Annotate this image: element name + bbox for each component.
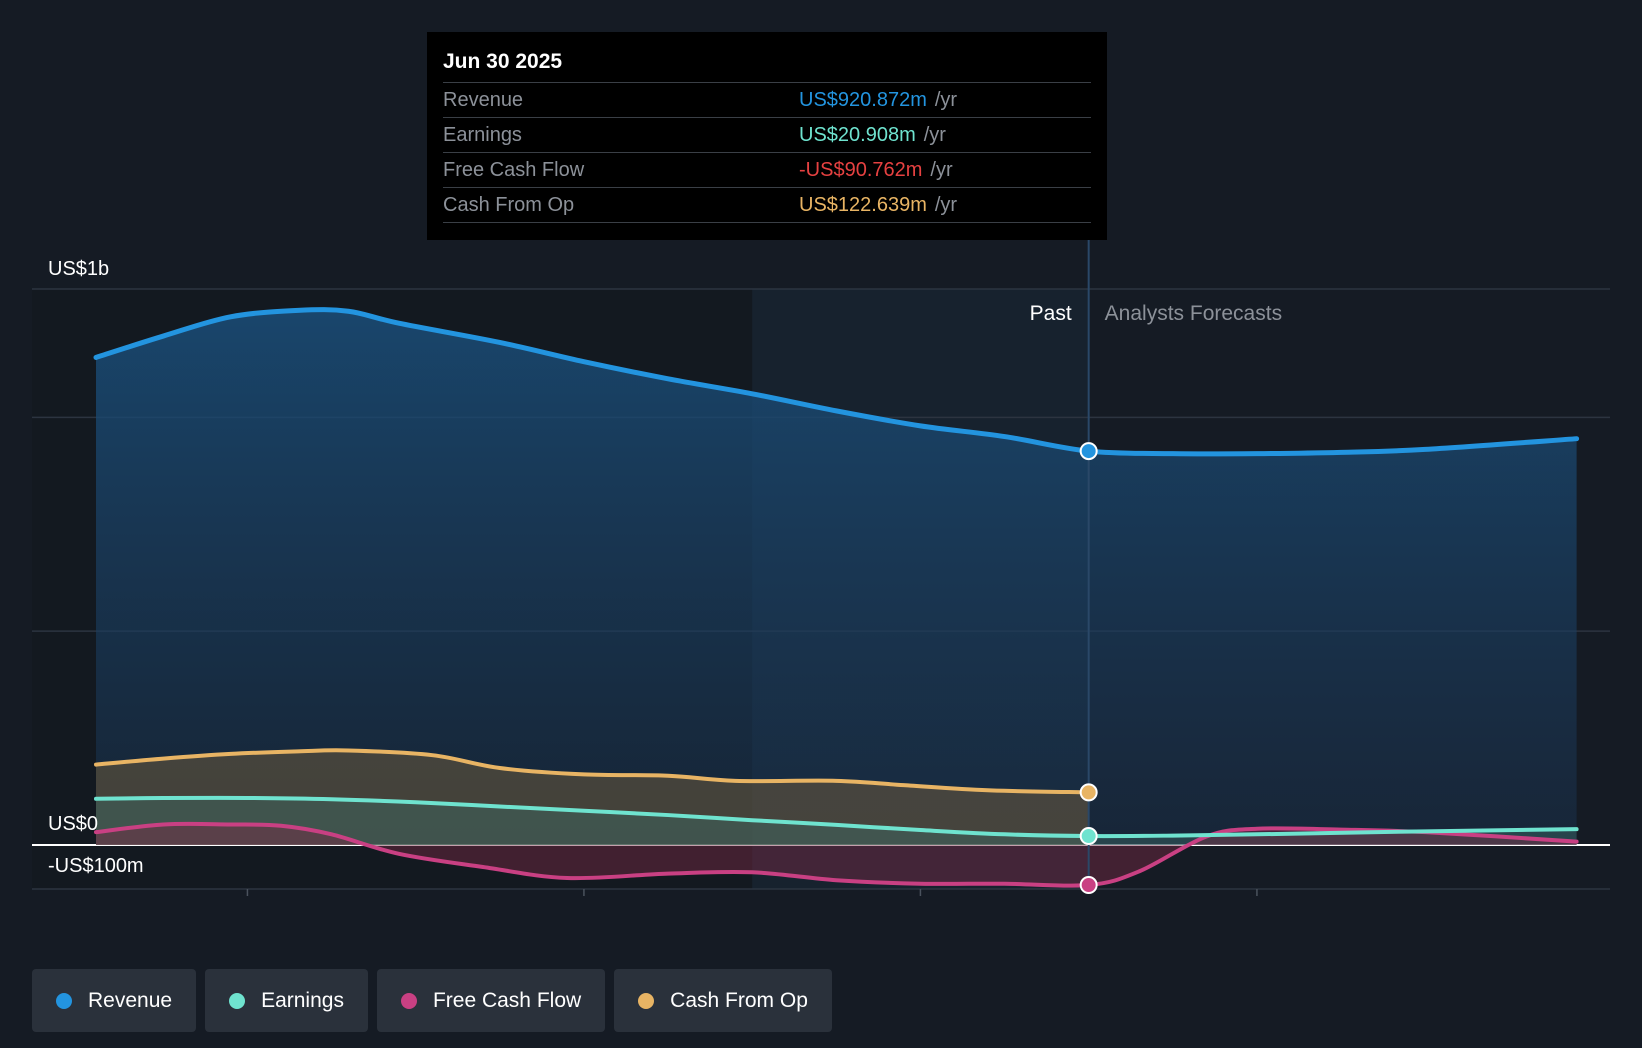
legend-item-revenue[interactable]: Revenue (32, 969, 197, 1032)
legend-item-earnings[interactable]: Earnings (205, 969, 368, 1032)
legend-item-cash-from-op[interactable]: Cash From Op (614, 969, 832, 1032)
y-tick-label: US$1b (48, 258, 109, 280)
cash-from-op-line (94, 748, 1091, 795)
tooltip-value: US$20.908m (799, 124, 916, 146)
legend-label: Earnings (261, 988, 344, 1012)
tooltip-label: Free Cash Flow (443, 159, 585, 181)
revenue-dot-icon (56, 992, 72, 1009)
free-cash-flow-dot-icon (400, 992, 417, 1009)
cash-from-op-dot-icon (638, 992, 655, 1009)
past-label: Past (1030, 302, 1072, 325)
tooltip-row-revenue: Revenue US$920.872m /yr (443, 82, 1091, 117)
legend: Revenue Earnings Free Cash Flow Cash Fro… (32, 969, 832, 1032)
tooltip-row-cash-from-op: Cash From Op US$122.639m /yr (443, 187, 1091, 223)
y-tick-label: US$0 (48, 813, 98, 835)
tooltip-row-free-cash-flow: Free Cash Flow -US$90.762m /yr (443, 152, 1091, 187)
tooltip-date: Jun 30 2025 (443, 50, 563, 73)
tooltip-label: Revenue (443, 89, 524, 111)
earnings-line (94, 795, 1579, 839)
legend-item-free-cash-flow[interactable]: Free Cash Flow (376, 969, 606, 1032)
tooltip: Jun 30 2025 Revenue US$920.872m /yr Earn… (427, 32, 1107, 240)
free-cash-flow-marker (1079, 876, 1098, 895)
tooltip-unit: /yr (934, 194, 958, 216)
free-cash-flow-line (94, 821, 1579, 888)
free-cash-flow-area (96, 823, 1577, 886)
tooltip-unit: /yr (934, 89, 958, 111)
cash-from-op-area (96, 750, 1089, 845)
tooltip-value: -US$90.762m (799, 159, 923, 181)
y-tick-label: -US$100m (48, 855, 144, 877)
tooltip-unit: /yr (930, 159, 953, 181)
legend-label: Free Cash Flow (432, 988, 582, 1012)
earnings-marker (1079, 827, 1098, 846)
legend-label: Revenue (88, 988, 173, 1012)
forecast-label: Analysts Forecasts (1105, 302, 1282, 325)
tooltip-value: US$920.872m (799, 89, 927, 111)
tooltip-label: Cash From Op (443, 194, 575, 216)
tooltip-unit: /yr (923, 124, 946, 146)
tooltip-label: Earnings (443, 124, 522, 146)
tooltip-value: US$122.639m (799, 194, 927, 216)
earnings-area (96, 797, 1577, 845)
cash-from-op-marker (1079, 783, 1098, 802)
earnings-dot-icon (229, 992, 246, 1009)
legend-label: Cash From Op (670, 988, 808, 1012)
tooltip-row-earnings: Earnings US$20.908m /yr (443, 117, 1091, 152)
revenue-area (96, 309, 1577, 845)
revenue-line (93, 307, 1580, 457)
revenue-marker (1079, 442, 1098, 461)
